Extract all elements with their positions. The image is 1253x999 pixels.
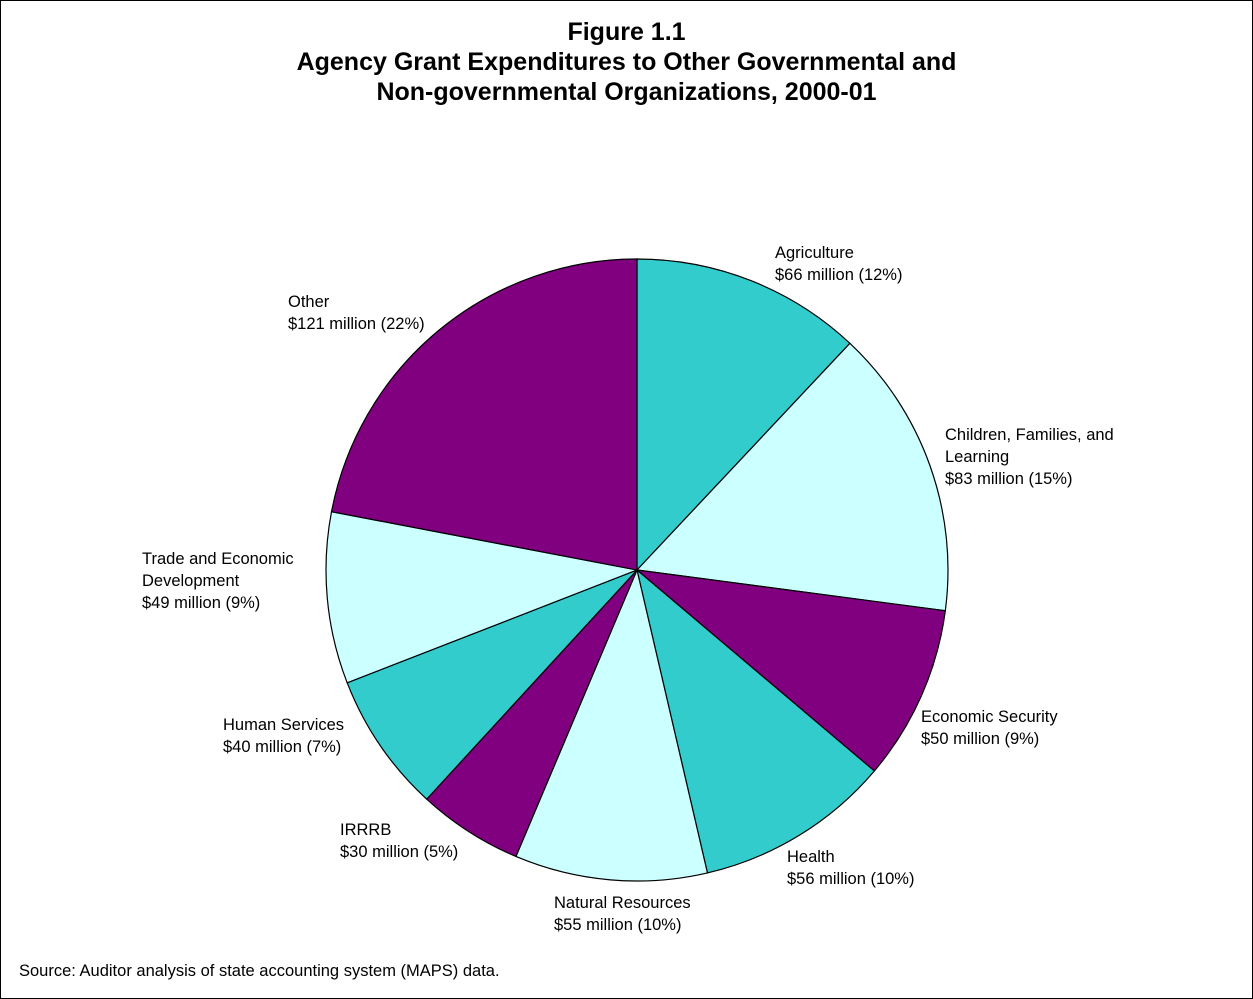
slice-label-amount: $40 million (7%) [223, 738, 341, 756]
pie-slice-other [330, 258, 638, 571]
slice-label-name: Economic Security [921, 708, 1058, 726]
slice-label-name: IRRRB [340, 821, 391, 839]
slice-label-name: Agriculture [775, 244, 854, 262]
slice-label-name: Learning [945, 448, 1009, 466]
pie-slice-economic-security [635, 569, 946, 772]
slice-label: IRRRB $30 million (5%) [340, 821, 458, 861]
slice-label-name: Human Services [223, 716, 344, 734]
pie-slice-human-services [346, 569, 638, 800]
slice-label: Human Services $40 million (7%) [223, 716, 344, 756]
figure-title-block: Figure 1.1 Agency Grant Expenditures to … [0, 17, 1253, 107]
slice-label-amount: $83 million (15%) [945, 470, 1072, 488]
slice-label: Other $121 million (22%) [288, 293, 425, 333]
pie-slice-agriculture [636, 258, 851, 572]
slice-label-amount: $121 million (22%) [288, 315, 425, 333]
slice-label-name: Health [787, 848, 835, 866]
slice-label-name: Natural Resources [554, 894, 691, 912]
slice-label-name: Trade and Economic [142, 550, 294, 568]
pie-slice-children-families-and-learning [635, 342, 949, 612]
pie-slice-trade-and-economic-development [325, 511, 640, 684]
slice-label-name: Children, Families, and [945, 426, 1114, 444]
slice-label-amount: $66 million (12%) [775, 266, 902, 284]
slice-label-name: Development [142, 572, 240, 590]
pie-labels: Agriculture $66 million (12%) Children, Fa… [142, 244, 1114, 934]
slice-label: Children, Families, and Learning $83 milli… [945, 426, 1114, 488]
figure-title-line-1: Agency Grant Expenditures to Other Gover… [296, 48, 957, 76]
slice-label-amount: $56 million (10%) [787, 870, 914, 888]
slice-label-amount: $55 million (10%) [554, 916, 681, 934]
slice-label: Natural Resources $55 million (10%) [554, 894, 691, 934]
slice-label: Economic Security $50 million (9%) [921, 708, 1058, 748]
figure-title-line-2: Non-governmental Organizations, 2000-01 [376, 78, 877, 106]
slice-label-name: Other [288, 293, 330, 311]
slice-label-amount: $50 million (9%) [921, 730, 1039, 748]
source-note: Source: Auditor analysis of state accoun… [19, 962, 500, 980]
slice-label: Agriculture $66 million (12%) [775, 244, 902, 284]
pie-slices [325, 258, 949, 882]
slice-label: Trade and Economic Development $49 million… [142, 550, 294, 612]
slice-label: Health $56 million (10%) [787, 848, 914, 888]
figure-label: Figure 1.1 [567, 18, 686, 46]
slice-label-amount: $49 million (9%) [142, 594, 260, 612]
pie-slice-natural-resources [515, 568, 709, 882]
pie-slice-health [636, 568, 876, 874]
slice-label-amount: $30 million (5%) [340, 843, 458, 861]
